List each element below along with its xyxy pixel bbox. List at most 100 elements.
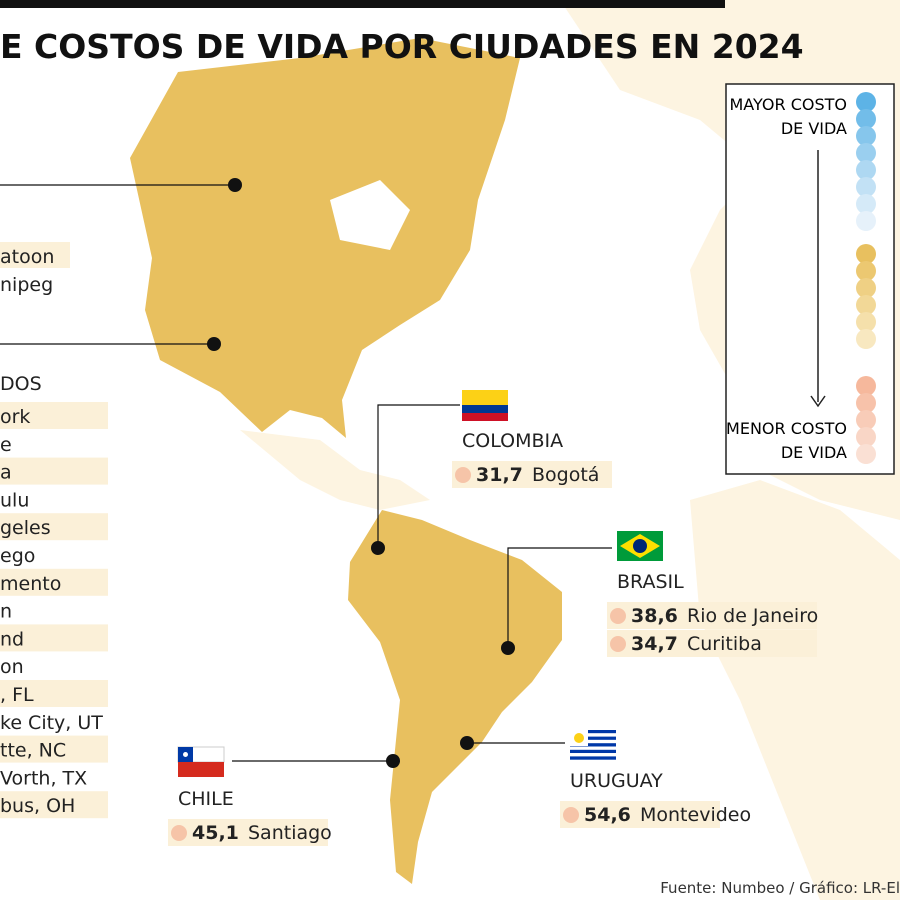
legend-dot <box>856 329 876 349</box>
flag-part <box>570 746 616 750</box>
flag <box>617 531 663 561</box>
row-bg <box>0 457 108 485</box>
legend-dot <box>856 410 876 430</box>
flag-part <box>633 539 647 553</box>
flag-part <box>570 753 616 757</box>
city: mento <box>0 573 61 595</box>
legend-dot <box>856 160 876 180</box>
legend-dot <box>856 444 876 464</box>
flag-part <box>462 413 508 421</box>
title: E COSTOS DE VIDA POR CIUDADES EN 2024 <box>0 27 804 66</box>
cost-dot <box>610 608 626 624</box>
row-bg <box>0 735 108 763</box>
row-bg <box>0 624 108 652</box>
legend-dot <box>856 211 876 231</box>
row-bg <box>168 819 328 846</box>
legend-dot <box>856 393 876 413</box>
canada-block: atoon nipeg <box>0 178 242 296</box>
legend-dot <box>856 177 876 197</box>
flag-part <box>574 733 584 743</box>
city: ulu <box>0 489 29 511</box>
flag-part <box>462 390 508 405</box>
legend-dot <box>856 194 876 214</box>
country: CHILE <box>178 788 234 810</box>
top-bar <box>0 0 725 8</box>
legend-dot <box>856 295 876 315</box>
city: atoon <box>0 246 54 268</box>
location-dot <box>501 641 515 655</box>
legend-bottom: DE VIDA <box>781 443 847 462</box>
flag-part <box>570 739 616 744</box>
cost-value: 31,7 <box>476 464 523 486</box>
city: on <box>0 656 24 678</box>
flag <box>177 746 225 777</box>
city: ego <box>0 545 35 567</box>
legend-scale <box>856 92 876 464</box>
legend-dot <box>856 261 876 281</box>
country: URUGUAY <box>570 770 663 792</box>
legend-top: DE VIDA <box>781 119 847 138</box>
legend-dot <box>856 109 876 129</box>
cost-value: 38,6 <box>631 605 678 627</box>
legend-dot <box>856 92 876 112</box>
cost-dot <box>171 825 187 841</box>
row-bg <box>0 568 108 596</box>
location-dot <box>386 754 400 768</box>
flag-part <box>570 733 616 737</box>
source: Fuente: Numbeo / Gráfico: LR-El <box>660 879 900 897</box>
flag-part <box>570 743 616 747</box>
cost-value: 34,7 <box>631 633 678 655</box>
city: Santiago <box>248 822 332 844</box>
row-bg <box>607 630 817 657</box>
country: BRASIL <box>617 571 684 593</box>
location-dot <box>460 736 474 750</box>
city: ke City, UT <box>0 712 103 734</box>
city: e <box>0 434 12 456</box>
row-bg <box>0 513 108 541</box>
flag <box>570 730 616 760</box>
legend-dot <box>856 126 876 146</box>
flag-part <box>570 730 616 734</box>
cost-value: 45,1 <box>192 822 239 844</box>
flag-part <box>570 736 616 740</box>
city: nd <box>0 628 24 650</box>
location-dot <box>371 541 385 555</box>
legend-dot <box>856 427 876 447</box>
row-bg <box>607 602 817 629</box>
legend-dot <box>856 244 876 264</box>
country: DOS <box>0 373 42 395</box>
flag-part <box>570 756 616 760</box>
city: Montevideo <box>640 804 751 826</box>
city: , FL <box>0 684 34 706</box>
city: ork <box>0 406 30 428</box>
flag-part <box>183 752 188 757</box>
legend-dot <box>856 278 876 298</box>
country: COLOMBIA <box>462 430 563 452</box>
legend-dot <box>856 143 876 163</box>
legend-arrowhead <box>810 395 826 408</box>
leader-line <box>507 547 612 648</box>
row-bg <box>0 402 108 429</box>
city: nipeg <box>0 274 53 296</box>
legend-top: MAYOR COSTO <box>730 95 848 114</box>
flag-part <box>178 762 224 777</box>
city: Vorth, TX <box>0 767 87 789</box>
flag <box>462 390 508 421</box>
city: n <box>0 601 12 623</box>
row-bg <box>0 791 108 819</box>
legend-bottom: MENOR COSTO <box>726 419 847 438</box>
countries: COLOMBIA 31,7 Bogotá BRASIL 38,6 Rio de Janei… <box>168 390 818 846</box>
city: tte, NC <box>0 740 66 762</box>
row-bg <box>560 801 720 828</box>
cost-dot <box>455 467 471 483</box>
leader-line <box>377 404 460 548</box>
city: geles <box>0 517 51 539</box>
legend-dot <box>856 312 876 332</box>
city: bus, OH <box>0 795 75 817</box>
legend-dot <box>856 376 876 396</box>
city: Bogotá <box>532 464 599 486</box>
usa-block: DOS ork ea ulu geles ego mento n nd on , FL ke Cit… <box>0 337 221 819</box>
city: Rio de Janeiro <box>687 605 818 627</box>
